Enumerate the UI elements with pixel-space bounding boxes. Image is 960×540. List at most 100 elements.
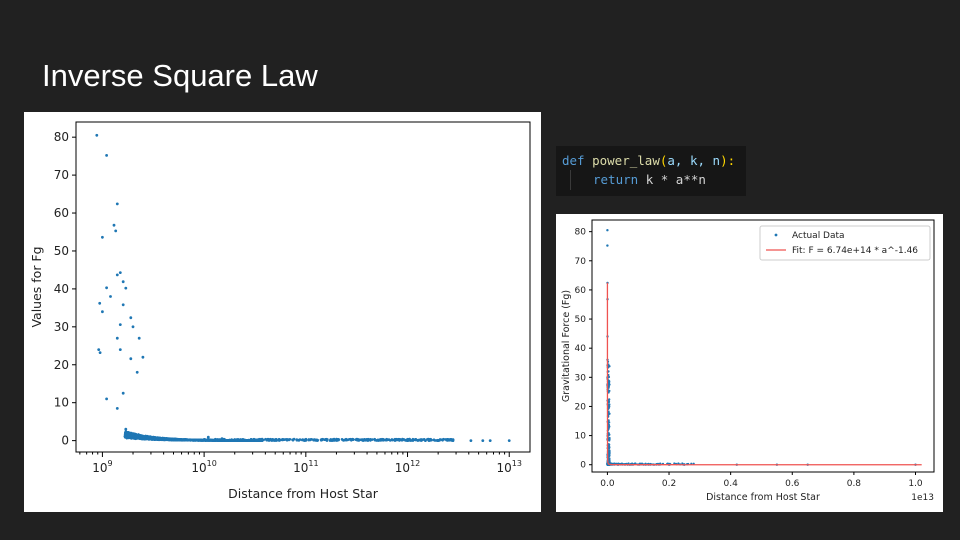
code-line-def: def power_law(a, k, n): <box>562 153 735 168</box>
data-point <box>436 439 440 442</box>
data-point <box>366 439 370 442</box>
data-point <box>97 348 101 351</box>
data-point <box>420 438 424 442</box>
x-axis-label: Distance from Host Star <box>228 486 379 501</box>
data-point <box>171 437 175 441</box>
data-point <box>115 273 119 277</box>
data-point <box>144 434 147 438</box>
data-point <box>233 438 237 441</box>
data-point <box>634 462 637 465</box>
data-point <box>266 438 269 442</box>
data-point <box>608 381 611 384</box>
data-point <box>146 436 149 439</box>
data-point <box>177 438 180 442</box>
x-axis-label: Distance from Host Star <box>706 492 820 503</box>
data-point <box>123 435 127 438</box>
scatter-plot-fg-vs-distance: 0 10 20 30 40 50 60 70 80 109 1010 1011 1012 1013 Dist… <box>29 121 531 501</box>
data-point <box>198 439 201 442</box>
data-point <box>446 438 450 441</box>
data-point <box>391 438 395 442</box>
data-point <box>507 439 511 442</box>
data-point <box>155 436 159 440</box>
code-open-paren: ( <box>659 153 668 168</box>
data-point <box>606 229 609 232</box>
y-tick-label: 60 <box>54 206 69 220</box>
data-point <box>220 437 224 441</box>
data-point <box>414 438 418 441</box>
data-point <box>304 439 308 442</box>
data-point <box>121 303 125 307</box>
data-point <box>408 437 411 441</box>
code-line-return: return k * a**n <box>593 172 706 187</box>
data-point <box>359 438 363 442</box>
data-point <box>406 439 409 442</box>
code-close-colon: ): <box>720 153 736 168</box>
x-tick-label: 1011 <box>293 459 318 475</box>
data-point <box>371 438 374 441</box>
data-point <box>330 438 334 442</box>
plot-frame <box>591 219 935 473</box>
data-point <box>608 412 611 415</box>
data-point <box>335 439 338 442</box>
data-point <box>105 286 108 290</box>
code-snippet: def power_law(a, k, n): return k * a**n <box>556 146 746 196</box>
data-point <box>101 310 104 314</box>
y-tick-label: 20 <box>54 358 69 372</box>
y-tick-label: 70 <box>575 257 587 267</box>
data-point <box>186 438 189 442</box>
data-point <box>251 438 255 442</box>
data-point <box>194 438 197 442</box>
data-point <box>124 427 128 431</box>
y-axis-label: Gravitational Force (Fg) <box>561 290 572 402</box>
data-point <box>115 202 119 206</box>
y-tick-label: 10 <box>54 396 69 410</box>
data-point <box>481 439 485 442</box>
data-point <box>247 438 250 442</box>
data-point <box>608 460 611 463</box>
data-point <box>449 438 452 441</box>
data-point <box>131 325 135 329</box>
fit-chart-linear-x: 0 10 20 30 40 50 60 70 80 0.0 0.2 0.4 0.6 0.8 1.0 1e13 D… <box>556 214 943 512</box>
data-point <box>128 432 131 435</box>
data-point <box>608 457 611 460</box>
data-point <box>141 355 145 359</box>
data-point <box>143 438 147 441</box>
data-point <box>295 438 299 442</box>
data-point <box>140 436 144 440</box>
y-tick-label: 30 <box>575 373 587 383</box>
data-point <box>206 435 210 439</box>
data-point <box>677 462 680 465</box>
data-point <box>167 438 170 441</box>
data-point <box>395 438 398 442</box>
data-point <box>375 439 379 442</box>
data-point <box>418 438 422 442</box>
data-point <box>361 438 365 441</box>
x-tick-label: 109 <box>92 459 112 475</box>
data-point <box>260 437 264 441</box>
data-point <box>344 438 347 442</box>
data-point <box>380 437 384 441</box>
data-point <box>307 438 311 441</box>
code-return-keyword: return <box>593 172 639 187</box>
data-point <box>125 436 129 440</box>
scatter-with-fit-plot: 0 10 20 30 40 50 60 70 80 0.0 0.2 0.4 0.6 0.8 1.0 1e13 D… <box>561 219 935 503</box>
x-tick-label: 0.4 <box>723 479 738 489</box>
code-params: a, k, n <box>667 153 721 168</box>
data-point <box>105 154 108 157</box>
y-tick-label: 30 <box>54 320 69 334</box>
data-point <box>98 351 102 354</box>
data-point <box>118 271 122 274</box>
x-tick-label: 0.0 <box>600 479 615 489</box>
data-point <box>98 301 102 305</box>
data-point <box>316 439 319 442</box>
y-tick-label: 0 <box>61 434 69 448</box>
data-point <box>277 439 281 442</box>
data-point <box>228 439 231 442</box>
y-tick-label: 80 <box>54 130 69 144</box>
y-tick-label: 40 <box>54 282 69 296</box>
data-point <box>124 286 128 290</box>
data-point <box>607 432 610 435</box>
data-point <box>373 438 377 441</box>
data-point <box>607 427 610 430</box>
y-tick-label: 10 <box>575 432 587 442</box>
